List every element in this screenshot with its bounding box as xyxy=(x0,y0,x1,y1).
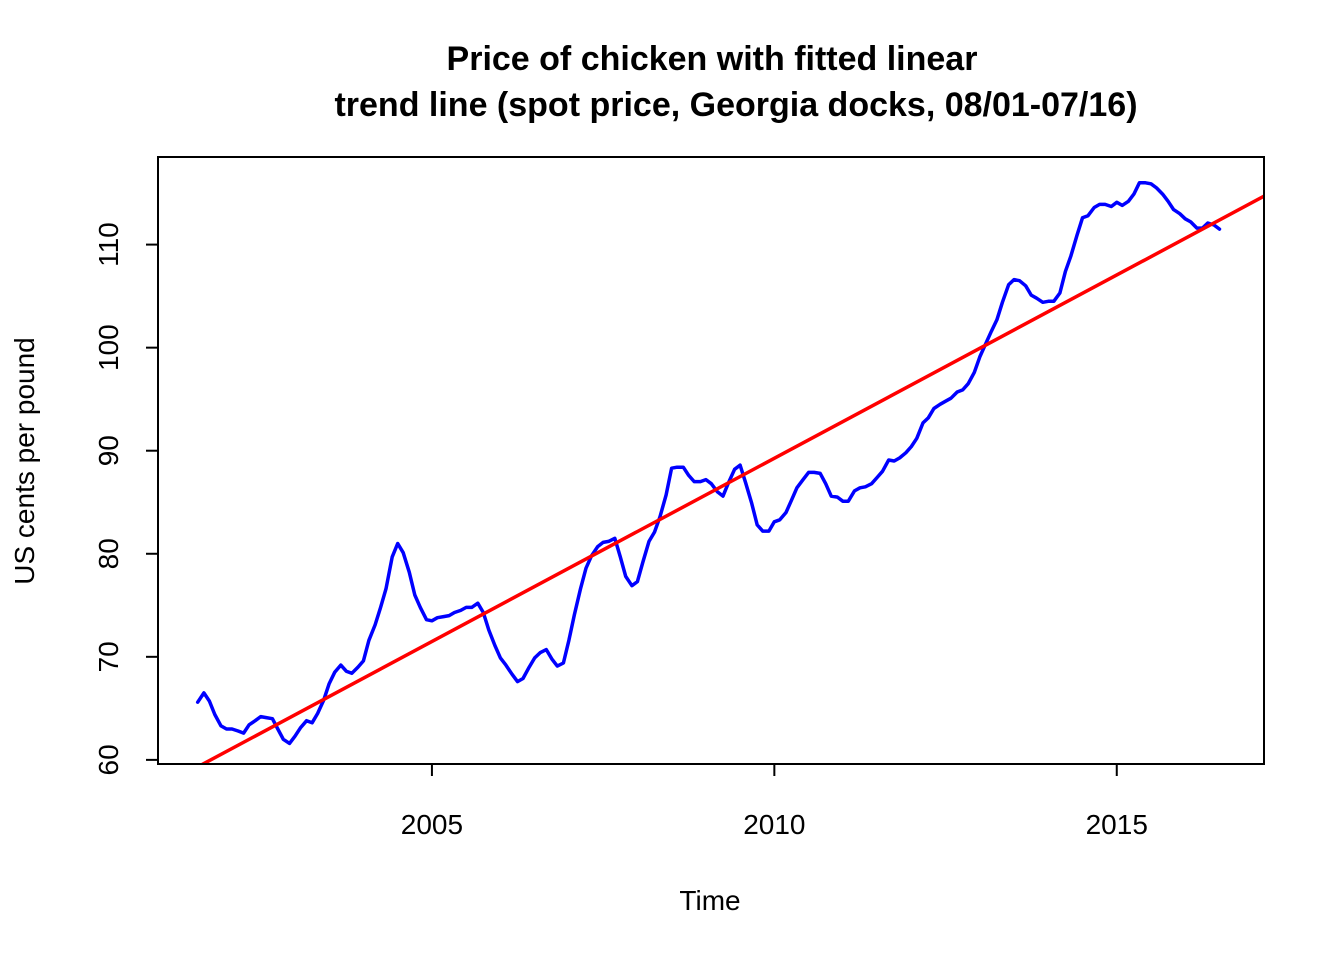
y-tick-label: 80 xyxy=(93,538,124,569)
y-tick-label: 60 xyxy=(93,744,124,775)
plot-series xyxy=(195,181,1264,764)
chart-title-line-2: trend line (spot price, Georgia docks, 0… xyxy=(334,86,1137,124)
price-series-line xyxy=(195,181,1222,746)
y-tick-label: 70 xyxy=(93,641,124,672)
y-tick-label: 90 xyxy=(93,435,124,466)
y-axis: 60 70 80 90 100 110 xyxy=(93,222,159,775)
x-axis: 2005 2010 2015 xyxy=(401,763,1148,840)
trend-line xyxy=(199,194,1264,764)
x-tick-label: 2005 xyxy=(401,809,463,840)
plot-area-frame xyxy=(157,156,1265,765)
x-tick-label: 2015 xyxy=(1086,809,1148,840)
x-tick-label: 2010 xyxy=(743,809,805,840)
y-axis-label: US cents per pound xyxy=(9,337,40,585)
y-tick-label: 110 xyxy=(93,222,124,267)
chart-title-line-1: Price of chicken with fitted linear xyxy=(447,40,978,78)
x-axis-label: Time xyxy=(679,885,740,916)
y-tick-label: 100 xyxy=(93,324,124,371)
